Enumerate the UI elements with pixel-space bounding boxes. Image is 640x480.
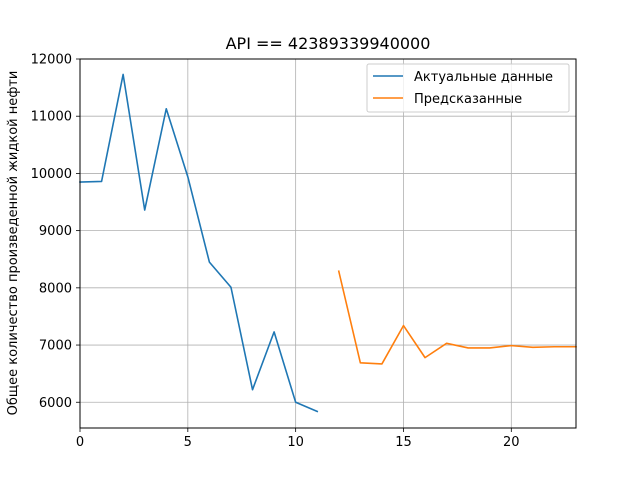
y-tick-label: 8000 [39, 281, 72, 296]
y-tick-label: 11000 [31, 110, 72, 125]
x-tick-label: 0 [76, 435, 84, 450]
x-tick-label: 15 [395, 435, 412, 450]
x-tick-label: 5 [184, 435, 192, 450]
y-tick-label: 10000 [31, 167, 72, 182]
series-layer [79, 73, 577, 413]
chart-title: API == 42389339940000 [226, 34, 431, 53]
plot-frame [79, 58, 577, 429]
x-tick-label: 20 [503, 435, 520, 450]
y-tick-label: 12000 [31, 53, 72, 68]
y-tick-label: 9000 [39, 224, 72, 239]
y-axis-label: Общее количество произведенной жидкой не… [6, 71, 21, 416]
legend-label-1: Актуальные данные [414, 70, 553, 85]
y-axis: 6000 7000 8000 9000 10000 11000 12000 [31, 53, 80, 411]
series-line-2 [337, 270, 577, 365]
grid [79, 58, 576, 428]
y-tick-label: 6000 [39, 396, 72, 411]
legend: Актуальные данные Предсказанные [366, 63, 570, 113]
legend-box [366, 63, 570, 113]
y-tick-label: 7000 [39, 339, 72, 354]
x-axis: 0 5 10 15 20 [76, 428, 520, 450]
x-tick-label: 10 [287, 435, 304, 450]
series-line-1 [79, 73, 319, 413]
legend-label-2: Предсказанные [414, 92, 522, 107]
